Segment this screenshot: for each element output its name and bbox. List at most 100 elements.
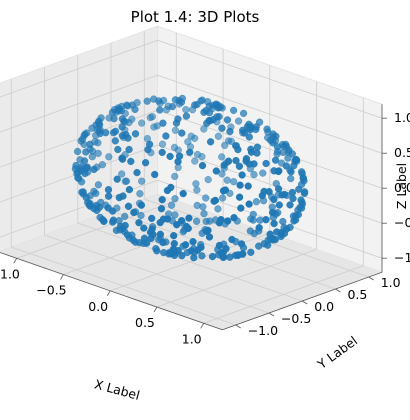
data-point [235,193,244,201]
data-point [191,134,199,142]
data-point [295,185,303,193]
data-point [121,212,129,221]
data-point [159,238,167,247]
data-point [268,208,277,217]
data-point [100,217,108,225]
y-axis-label: Y Label [314,333,360,372]
data-point [170,239,178,248]
data-point [238,171,246,179]
data-point [237,204,245,212]
data-point [252,198,261,206]
data-point [148,214,156,223]
data-point [186,148,194,156]
data-point [224,217,232,225]
data-point [244,182,252,190]
data-point [235,162,244,170]
data-point [83,163,91,171]
data-point [140,234,149,242]
data-point [232,156,240,165]
x-tick-mark [60,274,64,280]
y-tick-label: −0.5 [281,311,311,326]
data-point [185,214,193,222]
data-point [297,204,306,212]
data-point [187,247,195,255]
data-point [164,215,172,223]
tick-labels: −1.0−0.50.00.51.0−1.0−0.50.00.51.0−1.0−0… [0,110,410,346]
data-point [237,240,246,248]
data-point [240,129,249,137]
data-point [151,170,159,179]
data-point [249,216,257,224]
y-tick-label: 0.5 [347,287,367,302]
data-point [208,252,217,261]
data-point [171,195,179,203]
data-point [140,224,148,232]
data-point [119,192,127,200]
data-point [286,201,294,209]
data-point [108,108,117,117]
data-point [227,137,236,145]
data-point [204,175,212,184]
data-point [144,145,152,154]
data-point [156,230,165,238]
data-points [71,94,309,262]
data-point [219,187,228,195]
data-point [118,170,126,178]
data-point [288,188,297,197]
data-point [127,157,135,166]
data-point [118,155,127,163]
data-point [290,217,298,225]
y-gridline [44,67,270,314]
data-point [82,193,90,202]
data-point [214,104,222,112]
data-point [131,105,139,114]
data-point [181,241,190,249]
data-point [297,196,305,204]
data-point [192,217,201,225]
data-point [90,165,98,174]
data-point [124,134,132,142]
data-point [218,194,227,202]
x-axis-label: X Label [93,376,142,402]
data-point [105,153,113,161]
z-tick-label: −0.5 [394,215,410,230]
data-point [182,105,190,114]
data-point [223,116,232,124]
data-point [104,192,113,200]
y-tick-label: 1.0 [381,275,401,290]
data-point [148,225,156,233]
data-point [130,208,138,217]
data-point [297,168,306,176]
data-point [285,146,293,154]
data-point [228,235,236,244]
data-point [157,205,166,213]
data-point [123,231,132,239]
data-point [167,201,176,209]
z-gridline [0,144,383,224]
y-tick-mark [301,300,308,305]
data-point [250,170,258,179]
data-point [200,108,208,116]
data-point [174,158,182,166]
y-tick-mark [368,276,374,281]
data-point [150,123,158,131]
data-point [226,127,234,136]
data-point [109,216,118,224]
data-point [94,181,103,189]
data-point [131,130,140,138]
data-point [177,98,186,106]
z-gridline [0,39,383,119]
data-point [158,140,167,148]
chart-title: Plot 1.4: 3D Plots [131,8,260,26]
data-point [223,176,231,184]
z-gridline [0,74,383,154]
y-tick-label: 0.0 [314,299,334,314]
data-point [203,119,211,127]
data-point [269,139,277,147]
data-point [289,194,297,203]
data-point [247,148,256,156]
data-point [153,247,161,255]
y-gridline [77,55,303,302]
data-point [174,146,182,154]
data-point [173,221,181,229]
